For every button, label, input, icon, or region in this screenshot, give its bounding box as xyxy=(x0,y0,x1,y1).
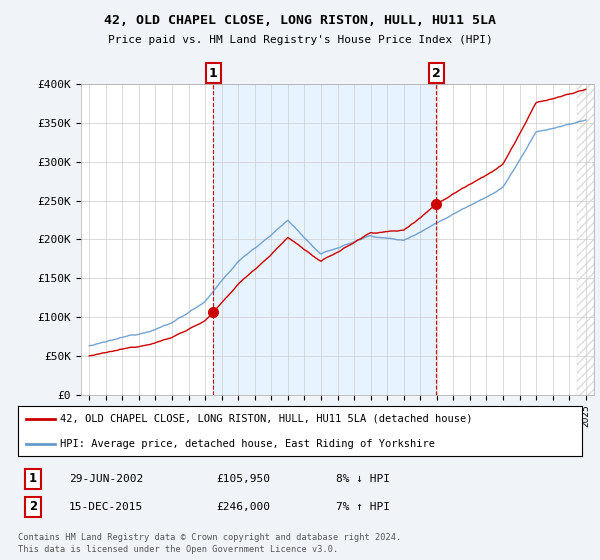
Text: 42, OLD CHAPEL CLOSE, LONG RISTON, HULL, HU11 5LA (detached house): 42, OLD CHAPEL CLOSE, LONG RISTON, HULL,… xyxy=(60,414,473,423)
Text: 1: 1 xyxy=(29,472,37,486)
Text: 2: 2 xyxy=(432,67,440,80)
Text: Price paid vs. HM Land Registry's House Price Index (HPI): Price paid vs. HM Land Registry's House … xyxy=(107,35,493,45)
Text: HPI: Average price, detached house, East Riding of Yorkshire: HPI: Average price, detached house, East… xyxy=(60,439,436,449)
Text: 7% ↑ HPI: 7% ↑ HPI xyxy=(336,502,390,512)
Bar xyxy=(213,84,436,395)
Text: 8% ↓ HPI: 8% ↓ HPI xyxy=(336,474,390,484)
Text: This data is licensed under the Open Government Licence v3.0.: This data is licensed under the Open Gov… xyxy=(18,545,338,554)
Text: 1: 1 xyxy=(209,67,218,80)
Text: 15-DEC-2015: 15-DEC-2015 xyxy=(69,502,143,512)
Text: £246,000: £246,000 xyxy=(216,502,270,512)
Text: Contains HM Land Registry data © Crown copyright and database right 2024.: Contains HM Land Registry data © Crown c… xyxy=(18,533,401,542)
Text: 29-JUN-2002: 29-JUN-2002 xyxy=(69,474,143,484)
Text: 2: 2 xyxy=(29,500,37,514)
Text: £105,950: £105,950 xyxy=(216,474,270,484)
Bar xyxy=(577,84,594,395)
Text: 42, OLD CHAPEL CLOSE, LONG RISTON, HULL, HU11 5LA: 42, OLD CHAPEL CLOSE, LONG RISTON, HULL,… xyxy=(104,14,496,27)
